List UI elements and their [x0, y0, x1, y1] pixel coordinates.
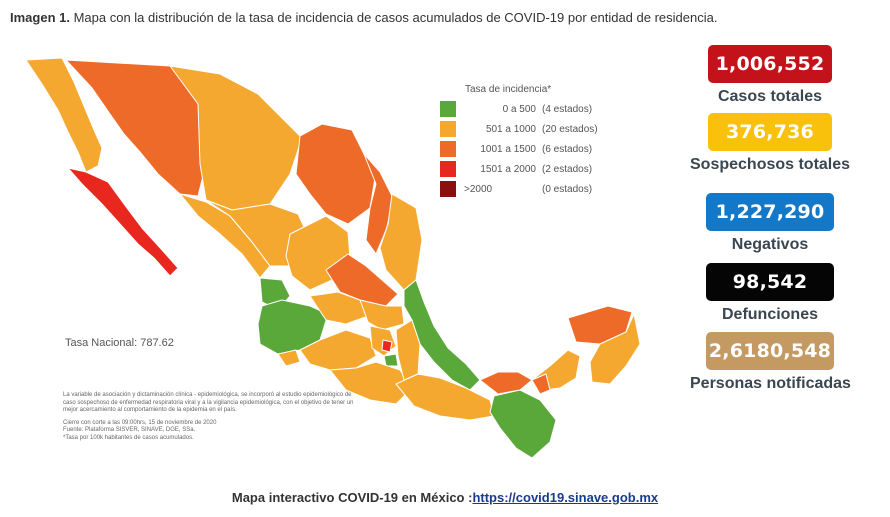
stat-value-box: 1,227,290 — [706, 193, 834, 231]
footer: Mapa interactivo COVID-19 en México :htt… — [0, 490, 890, 505]
stat-negativos: 1,227,290 Negativos — [690, 193, 850, 254]
legend-count: (20 estados) — [542, 123, 598, 135]
figure-caption: Imagen 1. Mapa con la distribución de la… — [10, 10, 717, 25]
stat-sospechosos: 376,736 Sospechosos totales — [690, 113, 850, 174]
legend-item: 501 a 1000 (20 estados) — [440, 119, 598, 139]
legend-swatch-dark-red — [440, 181, 456, 197]
state-chihuahua — [169, 65, 303, 211]
state-morelos — [383, 353, 399, 367]
stat-label: Personas notificadas — [690, 375, 851, 392]
stat-personas-notificadas: 2,6180,548 Personas notificadas — [690, 332, 851, 393]
legend-title: Tasa de incidencia* — [465, 84, 552, 95]
legend-swatch-red — [440, 161, 456, 177]
map-svg — [25, 57, 641, 459]
caption-text: Mapa con la distribución de la tasa de i… — [69, 10, 718, 25]
footnote-tasa: *Tasa por 100k habitantes de casos acumu… — [63, 434, 194, 441]
footnote-fuente: Fuente: Plataforma SISVER, SINAVE, DGE, … — [63, 427, 196, 434]
state-michoacan — [299, 329, 377, 371]
legend-swatch-dark-orange — [440, 141, 456, 157]
stat-value-box: 98,542 — [706, 263, 834, 301]
state-quintana-roo — [589, 313, 641, 385]
footer-text: Mapa interactivo COVID-19 en México : — [231, 490, 473, 505]
state-queretaro-hidalgo — [359, 299, 405, 331]
legend-item: 1001 a 1500 (6 estados) — [440, 139, 598, 159]
legend-range: 1001 a 1500 — [480, 143, 536, 155]
state-campeche-south — [531, 373, 551, 395]
legend-count: (6 estados) — [542, 143, 593, 155]
legend-range: >2000 — [464, 183, 493, 195]
caption-label: Imagen 1. — [10, 10, 70, 25]
legend-item: 1501 a 2000 (2 estados) — [440, 159, 598, 179]
legend-item: 0 a 500 (4 estados) — [440, 99, 598, 119]
state-sinaloa — [179, 193, 271, 279]
stat-value-box: 376,736 — [708, 113, 832, 151]
legend-swatch-green — [440, 101, 456, 117]
footer-link[interactable]: https://covid19.sinave.gob.mx — [472, 490, 659, 505]
state-chiapas — [489, 389, 557, 459]
legend-item: >2000 (0 estados) — [440, 179, 598, 199]
legend-range: 1501 a 2000 — [480, 163, 536, 175]
stat-label: Casos totales — [717, 88, 823, 105]
state-baja-california — [25, 57, 103, 173]
legend-count: (0 estados) — [542, 183, 593, 195]
stat-value-box: 1,006,552 — [708, 45, 832, 83]
map-legend: Tasa de incidencia* 0 a 500 (4 estados) … — [440, 84, 598, 199]
legend-swatch-orange — [440, 121, 456, 137]
legend-count: (4 estados) — [542, 103, 593, 115]
state-cdmx — [381, 339, 393, 353]
footnote-cierre: Cierre con corte a las 09:00hrs, 15 de n… — [63, 419, 217, 426]
stat-label: Sospechosos totales — [690, 156, 851, 173]
stat-casos-totales: 1,006,552 Casos totales — [690, 45, 850, 106]
state-colima — [277, 349, 301, 367]
state-veracruz — [403, 279, 481, 391]
legend-range: 501 a 1000 — [485, 123, 536, 135]
stat-label: Negativos — [731, 236, 809, 253]
footnotes: La variable de asociación y dictaminació… — [63, 392, 363, 443]
footnote-paragraph: La variable de asociación y dictaminació… — [63, 392, 354, 414]
stat-defunciones: 98,542 Defunciones — [690, 263, 850, 324]
state-nuevo-leon — [363, 153, 395, 255]
state-coahuila — [295, 123, 377, 225]
tasa-nacional: Tasa Nacional: 787.62 — [65, 337, 174, 349]
state-baja-california-sur — [67, 167, 179, 277]
legend-count: (2 estados) — [542, 163, 593, 175]
legend-range: 0 a 500 — [502, 103, 536, 115]
mexico-map — [20, 44, 660, 464]
stat-value-box: 2,6180,548 — [706, 332, 834, 370]
state-tabasco — [479, 371, 533, 395]
stat-label: Defunciones — [721, 306, 818, 323]
